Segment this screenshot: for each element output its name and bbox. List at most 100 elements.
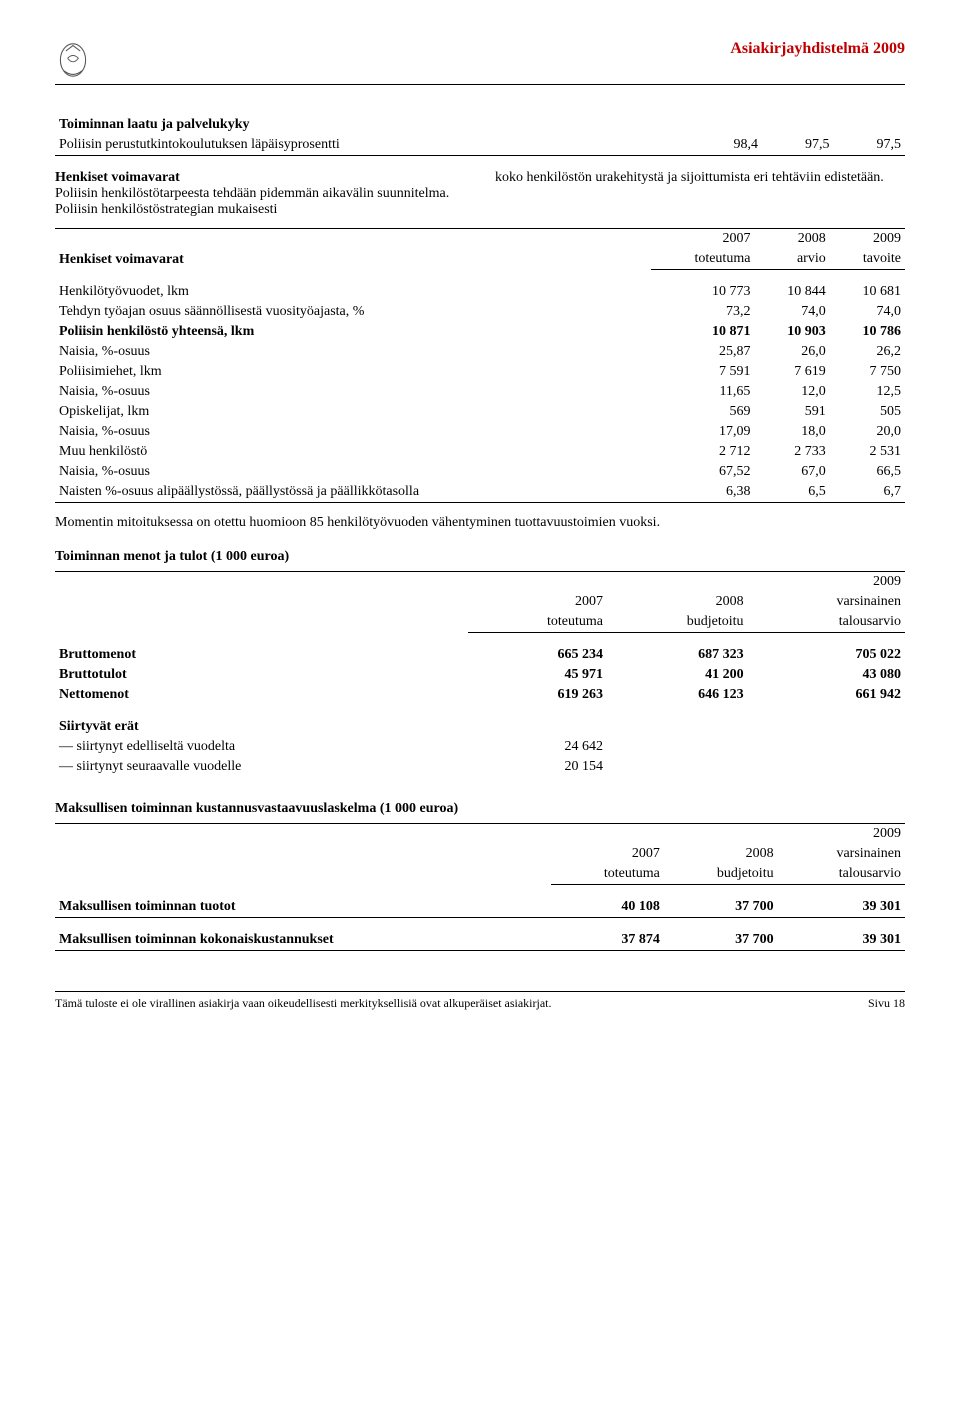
cell: 687 323 — [607, 645, 748, 665]
cell: 10 871 — [651, 322, 755, 342]
row-label: — siirtynyt seuraavalle vuodelle — [55, 757, 468, 777]
cell: 17,09 — [651, 422, 755, 442]
col-year: 2009 — [830, 229, 905, 250]
cell: 66,5 — [830, 462, 905, 482]
row-heading: Toiminnan laatu ja palvelukyky — [55, 115, 905, 135]
cell: 2 733 — [754, 442, 829, 462]
cell: 39 301 — [778, 897, 905, 918]
table-menot: 2009 2007 2008 varsinainen toteutuma bud… — [55, 571, 905, 777]
cell: 10 681 — [830, 282, 905, 302]
col-head: budjetoitu — [664, 864, 778, 885]
row-label: Naisia, %-osuus — [55, 342, 651, 362]
cell: 2 712 — [651, 442, 755, 462]
cell: 43 080 — [748, 665, 905, 685]
cell — [607, 757, 748, 777]
row-label: Naisia, %-osuus — [55, 462, 651, 482]
document-title: Asiakirjayhdistelmä 2009 — [730, 40, 905, 58]
cell: 74,0 — [830, 302, 905, 322]
cell: 10 844 — [754, 282, 829, 302]
row-label: Poliisin henkilöstö yhteensä, lkm — [55, 322, 651, 342]
col-year: 2008 — [754, 229, 829, 250]
page-footer: Tämä tuloste ei ole virallinen asiakirja… — [55, 991, 905, 1011]
table-head-label: Henkiset voimavarat — [59, 252, 184, 267]
paragraph: koko henkilöstön urakehitystä ja sijoitt… — [495, 170, 905, 218]
cell: 37 700 — [664, 930, 778, 951]
col-head: 2008 — [664, 844, 778, 864]
cell: 2 531 — [830, 442, 905, 462]
cell: 40 108 — [551, 897, 663, 918]
cell: 45 971 — [468, 665, 607, 685]
cell: 705 022 — [748, 645, 905, 665]
row-label: Maksullisen toiminnan tuotot — [55, 897, 551, 918]
cell: 39 301 — [778, 930, 905, 951]
crest-icon — [55, 40, 91, 80]
col-head: 2007 — [551, 844, 663, 864]
row-label: Naisten %-osuus alipäällystössä, päällys… — [55, 482, 651, 503]
cell: 67,0 — [754, 462, 829, 482]
cell: 10 786 — [830, 322, 905, 342]
row-label: Naisia, %-osuus — [55, 422, 651, 442]
cell: 569 — [651, 402, 755, 422]
row-label: Opiskelijat, lkm — [55, 402, 651, 422]
row-label: Nettomenot — [55, 685, 468, 705]
cell: 37 700 — [664, 897, 778, 918]
cell: 646 123 — [607, 685, 748, 705]
table-quality: Toiminnan laatu ja palvelukyky Poliisin … — [55, 115, 905, 156]
col-head: 2009 — [748, 572, 905, 593]
two-column-block: Henkiset voimavarat Poliisin henkilöstöt… — [55, 170, 905, 218]
table-title: Maksullisen toiminnan kustannusvastaavuu… — [55, 801, 905, 817]
cell: 12,0 — [754, 382, 829, 402]
cell: 41 200 — [607, 665, 748, 685]
cell: 665 234 — [468, 645, 607, 665]
cell — [607, 737, 748, 757]
cell: 20 154 — [468, 757, 607, 777]
col-head: varsinainen — [748, 592, 905, 612]
cell — [748, 737, 905, 757]
table-henkiset: Henkiset voimavarat 2007 2008 2009 toteu… — [55, 228, 905, 503]
cell: 26,0 — [754, 342, 829, 362]
row-label: Poliisin perustutkintokoulutuksen läpäis… — [55, 135, 690, 156]
cell: 11,65 — [651, 382, 755, 402]
row-label: — siirtynyt edelliseltä vuodelta — [55, 737, 468, 757]
cell: 6,5 — [754, 482, 829, 503]
cell: 97,5 — [762, 135, 834, 156]
col-head: varsinainen — [778, 844, 905, 864]
row-heading: Siirtyvät erät — [55, 717, 905, 737]
cell: 12,5 — [830, 382, 905, 402]
cell: 505 — [830, 402, 905, 422]
row-label: Henkilötyövuodet, lkm — [55, 282, 651, 302]
cell: 26,2 — [830, 342, 905, 362]
cell: 67,52 — [651, 462, 755, 482]
cell: 591 — [754, 402, 829, 422]
col-head: 2007 — [468, 592, 607, 612]
page-number: Sivu 18 — [868, 996, 905, 1011]
cell: 661 942 — [748, 685, 905, 705]
row-label: Maksullisen toiminnan kokonaiskustannuks… — [55, 930, 551, 951]
cell: 7 619 — [754, 362, 829, 382]
col-head: budjetoitu — [607, 612, 748, 633]
cell: 10 903 — [754, 322, 829, 342]
col-sub: tavoite — [830, 249, 905, 270]
cell: 24 642 — [468, 737, 607, 757]
col-sub: arvio — [754, 249, 829, 270]
table-maksullinen: 2009 2007 2008 varsinainen toteutuma bud… — [55, 823, 905, 951]
col-sub: toteutuma — [651, 249, 755, 270]
cell: 20,0 — [830, 422, 905, 442]
col-head: talousarvio — [748, 612, 905, 633]
subheading: Henkiset voimavarat — [55, 170, 465, 186]
cell — [748, 757, 905, 777]
row-label: Tehdyn työajan osuus säännöllisestä vuos… — [55, 302, 651, 322]
col-head: talousarvio — [778, 864, 905, 885]
cell: 18,0 — [754, 422, 829, 442]
footer-note: Tämä tuloste ei ole virallinen asiakirja… — [55, 996, 552, 1011]
cell: 7 750 — [830, 362, 905, 382]
cell: 98,4 — [690, 135, 762, 156]
row-label: Poliisimiehet, lkm — [55, 362, 651, 382]
col-head: 2008 — [607, 592, 748, 612]
cell: 74,0 — [754, 302, 829, 322]
row-label: Muu henkilöstö — [55, 442, 651, 462]
cell: 37 874 — [551, 930, 663, 951]
cell: 6,38 — [651, 482, 755, 503]
cell: 619 263 — [468, 685, 607, 705]
cell: 10 773 — [651, 282, 755, 302]
